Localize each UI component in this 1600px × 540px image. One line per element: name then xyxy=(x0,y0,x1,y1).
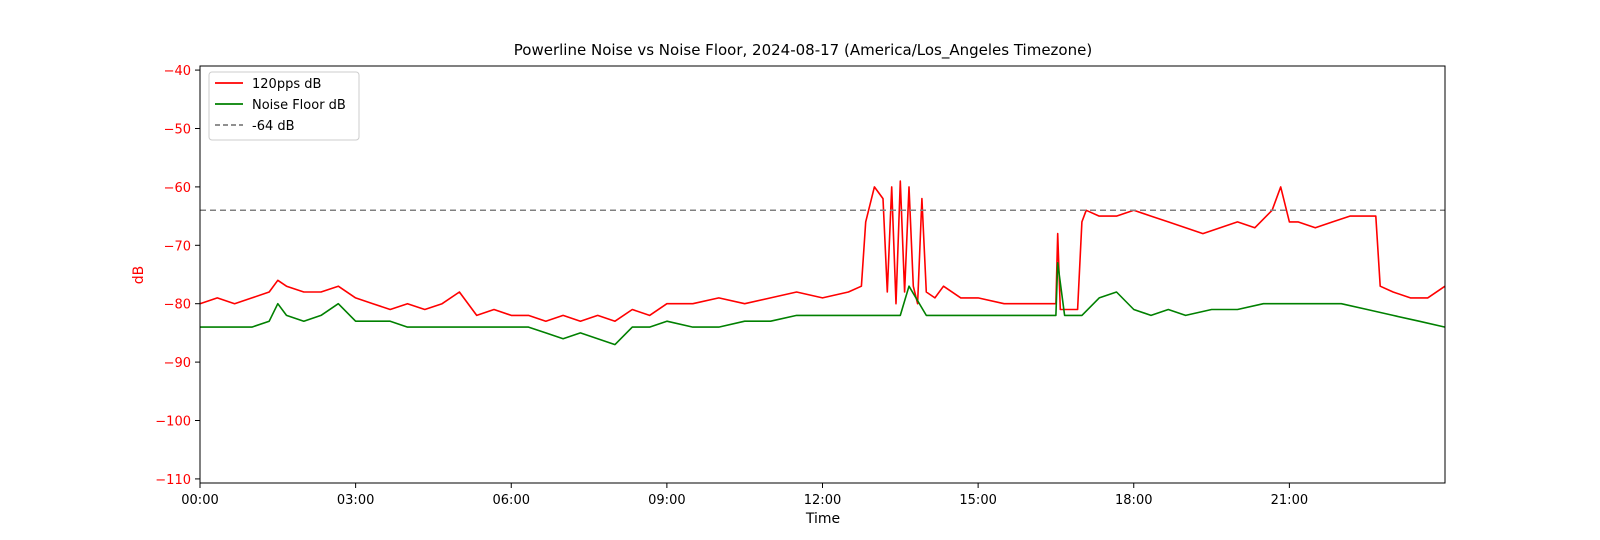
y-tick-label: −90 xyxy=(164,356,191,371)
y-tick-label: −70 xyxy=(164,239,191,254)
x-tick-label: 00:00 xyxy=(181,493,218,508)
plot-area xyxy=(199,65,1446,484)
y-tick-label: −110 xyxy=(155,473,191,488)
y-axis-label: dB xyxy=(131,266,147,285)
series-line-120pps-db xyxy=(199,180,1446,323)
x-axis: 00:00 03:00 06:00 09:00 12:00 15:00 18:00 21:00 xyxy=(181,483,1308,508)
x-tick-label: 09:00 xyxy=(648,493,685,508)
y-tick-label: −100 xyxy=(155,415,191,430)
x-tick-label: 03:00 xyxy=(337,493,374,508)
legend-label-noise-floor-db: Noise Floor dB xyxy=(252,98,346,113)
legend-box xyxy=(208,71,360,141)
x-tick-label: 21:00 xyxy=(1271,493,1308,508)
y-axis: −40 −50 −60 −70 −80 −90 −100 −110 xyxy=(155,64,200,488)
x-tick-label: 18:00 xyxy=(1115,493,1152,508)
legend-label-120pps-db: 120pps dB xyxy=(252,77,321,92)
legend: 120pps dB Noise Floor dB -64 dB xyxy=(208,71,360,141)
series-line-noise-floor-db xyxy=(200,261,1446,346)
series-layer xyxy=(199,180,1446,346)
chart-title: Powerline Noise vs Noise Floor, 2024-08-… xyxy=(514,41,1092,60)
y-tick-label: −80 xyxy=(164,298,191,313)
y-tick-label: −50 xyxy=(164,122,191,137)
x-axis-label: Time xyxy=(805,511,840,527)
y-tick-label: −40 xyxy=(164,64,191,79)
y-tick-label: −60 xyxy=(164,181,191,196)
x-tick-label: 15:00 xyxy=(959,493,996,508)
x-tick-label: 12:00 xyxy=(804,493,841,508)
legend-label-64-db: -64 dB xyxy=(252,119,295,134)
plot-background xyxy=(200,66,1445,483)
x-tick-label: 06:00 xyxy=(493,493,530,508)
